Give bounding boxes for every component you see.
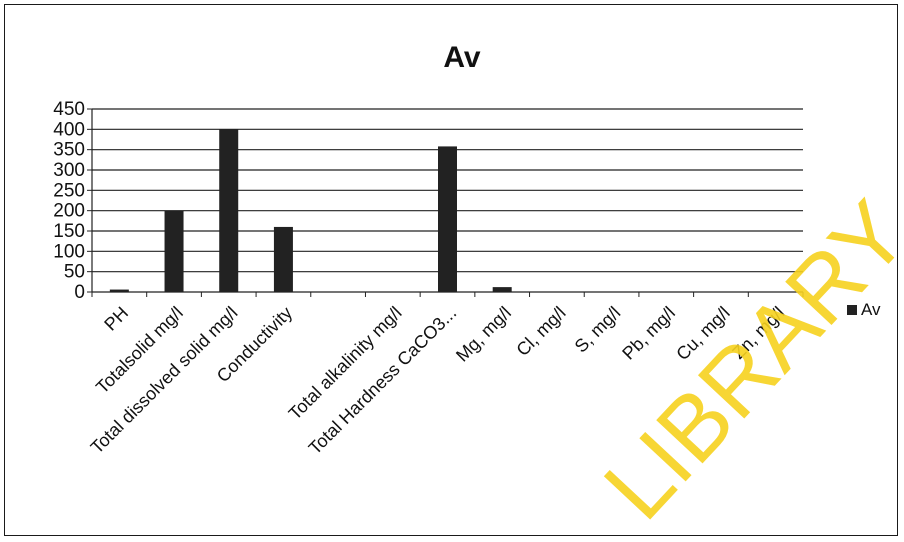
bars (109, 129, 512, 292)
y-tick-label: 200 (53, 201, 85, 222)
y-tick-label: 400 (53, 119, 85, 140)
bar (164, 210, 184, 292)
y-tick-label: 0 (74, 282, 85, 303)
y-tick-label: 250 (53, 180, 85, 201)
category-label: S, mg/l (571, 303, 625, 357)
chart-title: Av (443, 41, 481, 74)
bar (109, 289, 129, 292)
legend-swatch (847, 305, 857, 315)
y-tick-label: 450 (53, 99, 85, 120)
y-tick-label: 100 (53, 241, 85, 262)
y-tick-label: 150 (53, 221, 85, 242)
legend: Av (847, 300, 881, 319)
bar (219, 129, 239, 292)
category-label: Pb, mg/l (618, 303, 679, 364)
y-tick-label: 300 (53, 160, 85, 181)
category-label: Cl, mg/l (512, 303, 569, 360)
chart-frame: Av 0 50 100 150 200 250 300 350 400 450 PH Totalso… (4, 4, 899, 537)
x-axis (91, 292, 804, 297)
category-label: PH (100, 303, 132, 335)
legend-label: Av (861, 300, 881, 319)
bar (492, 287, 512, 292)
category-label: Mg, mg/l (452, 303, 515, 366)
bar (438, 146, 457, 292)
y-tick-label: 50 (64, 262, 85, 283)
y-tick-label: 350 (53, 140, 85, 161)
bar (273, 226, 293, 292)
